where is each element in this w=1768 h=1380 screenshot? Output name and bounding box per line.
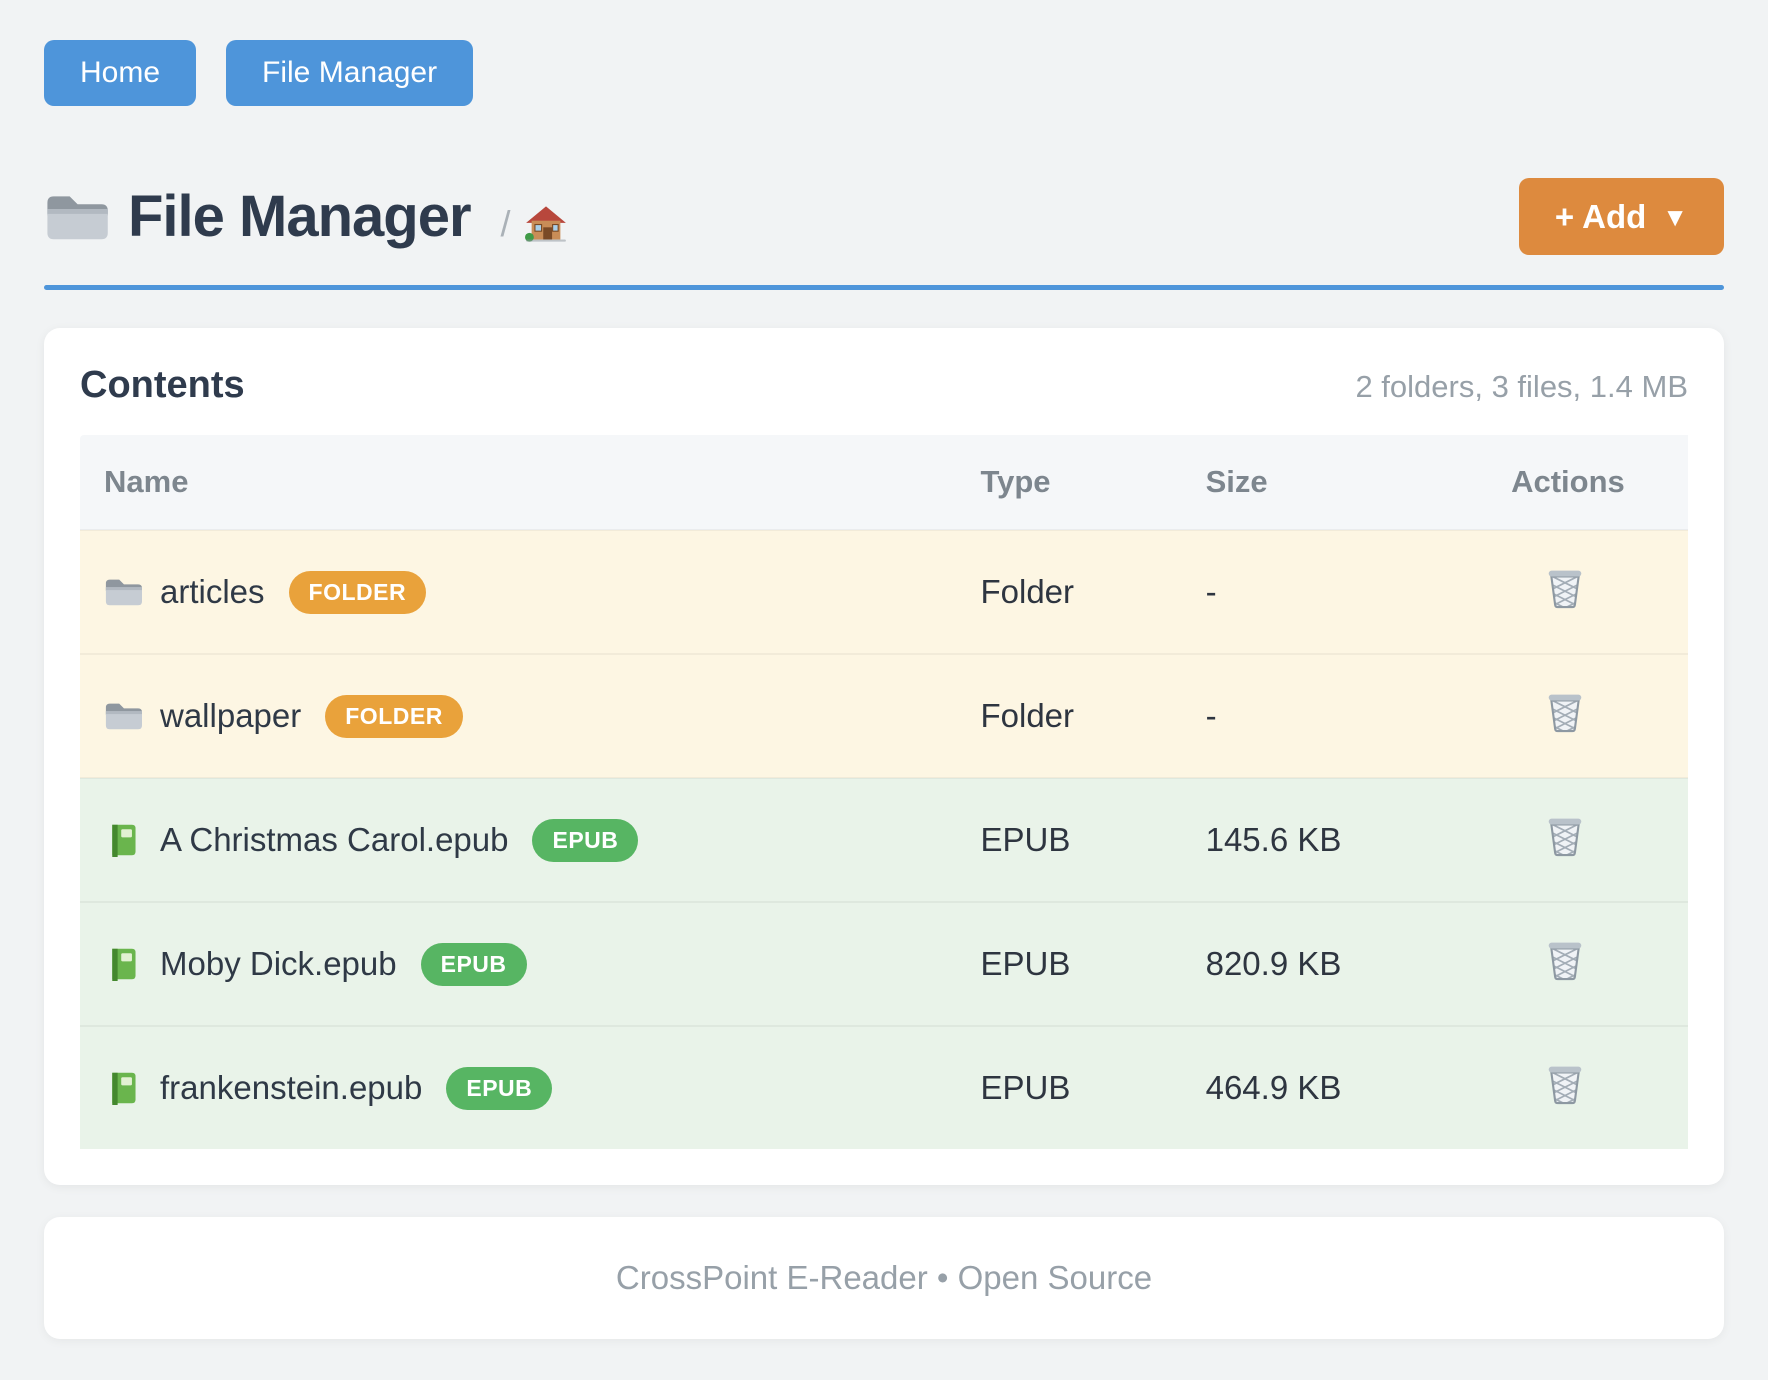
column-header-type: Type [980, 435, 1206, 530]
folder-badge: FOLDER [288, 570, 427, 614]
table-header-row: Name Type Size Actions [80, 435, 1688, 530]
file-manager-nav-button[interactable]: File Manager [226, 40, 474, 106]
trash-icon [1545, 815, 1585, 857]
book-icon [104, 947, 142, 981]
name-cell: wallpaper FOLDER [104, 694, 980, 738]
book-icon [104, 823, 142, 857]
name-cell: frankenstein.epub EPUB [104, 1066, 980, 1110]
folder-icon [44, 190, 108, 244]
contents-card: Contents 2 folders, 3 files, 1.4 MB Name… [44, 328, 1724, 1185]
size-cell: 464.9 KB [1205, 1069, 1342, 1106]
name-cell: Moby Dick.epub EPUB [104, 942, 980, 986]
type-cell: EPUB [980, 945, 1071, 982]
contents-summary: 2 folders, 3 files, 1.4 MB [1355, 369, 1688, 404]
delete-button[interactable] [1545, 691, 1585, 733]
book-icon [104, 1071, 142, 1105]
epub-badge: EPUB [446, 1066, 553, 1110]
epub-badge: EPUB [420, 942, 527, 986]
page: Home File Manager File Manager / + Add ▼… [44, 40, 1724, 1339]
trash-icon [1545, 939, 1585, 981]
column-header-size: Size [1205, 435, 1512, 530]
files-table: Name Type Size Actions articles FOLDER [80, 435, 1688, 1149]
name-cell: articles FOLDER [104, 570, 980, 614]
folder-icon [104, 575, 142, 609]
page-title: File Manager [128, 184, 472, 249]
size-cell: - [1205, 573, 1217, 610]
column-header-actions: Actions [1511, 435, 1688, 530]
house-icon [525, 204, 567, 244]
title-divider [44, 285, 1724, 290]
item-name-link[interactable]: wallpaper [160, 697, 302, 734]
breadcrumb-home-link[interactable] [525, 204, 567, 244]
chevron-down-icon: ▼ [1662, 201, 1688, 232]
add-button[interactable]: + Add ▼ [1518, 178, 1724, 255]
table-row: frankenstein.epub EPUB EPUB 464.9 KB [80, 1026, 1688, 1149]
item-name-link[interactable]: Moby Dick.epub [160, 945, 397, 982]
table-row: articles FOLDER Folder - [80, 530, 1688, 654]
breadcrumb-separator: / [500, 202, 511, 244]
type-cell: EPUB [980, 1069, 1071, 1106]
item-name-link[interactable]: A Christmas Carol.epub [160, 821, 509, 858]
item-name-link[interactable]: articles [160, 573, 265, 610]
table-row: A Christmas Carol.epub EPUB EPUB 145.6 K… [80, 778, 1688, 902]
folder-badge: FOLDER [325, 694, 463, 738]
contents-heading: Contents [80, 364, 245, 406]
folder-icon [104, 699, 142, 733]
table-row: wallpaper FOLDER Folder - [80, 654, 1688, 778]
type-cell: EPUB [980, 821, 1071, 858]
name-cell: A Christmas Carol.epub EPUB [104, 818, 980, 862]
contents-card-header: Contents 2 folders, 3 files, 1.4 MB [80, 364, 1688, 407]
trash-icon [1545, 691, 1585, 733]
delete-button[interactable] [1545, 1063, 1585, 1105]
home-nav-button[interactable]: Home [44, 40, 197, 106]
column-header-name: Name [80, 435, 981, 530]
page-header: File Manager / + Add ▼ [44, 178, 1724, 255]
trash-icon [1545, 567, 1585, 609]
delete-button[interactable] [1545, 939, 1585, 981]
breadcrumb: / [501, 203, 567, 245]
footer: CrossPoint E-Reader • Open Source [44, 1217, 1724, 1339]
type-cell: Folder [980, 697, 1075, 734]
item-name-link[interactable]: frankenstein.epub [160, 1069, 423, 1106]
footer-text: CrossPoint E-Reader • Open Source [615, 1259, 1153, 1296]
table-row: Moby Dick.epub EPUB EPUB 820.9 KB [80, 902, 1688, 1026]
epub-badge: EPUB [532, 818, 639, 862]
size-cell: - [1205, 697, 1217, 734]
trash-icon [1545, 1063, 1585, 1105]
size-cell: 145.6 KB [1205, 821, 1342, 858]
type-cell: Folder [980, 573, 1075, 610]
top-navigation: Home File Manager [44, 40, 1724, 106]
add-button-label: + Add [1554, 198, 1647, 235]
delete-button[interactable] [1545, 567, 1585, 609]
delete-button[interactable] [1545, 815, 1585, 857]
size-cell: 820.9 KB [1205, 945, 1342, 982]
